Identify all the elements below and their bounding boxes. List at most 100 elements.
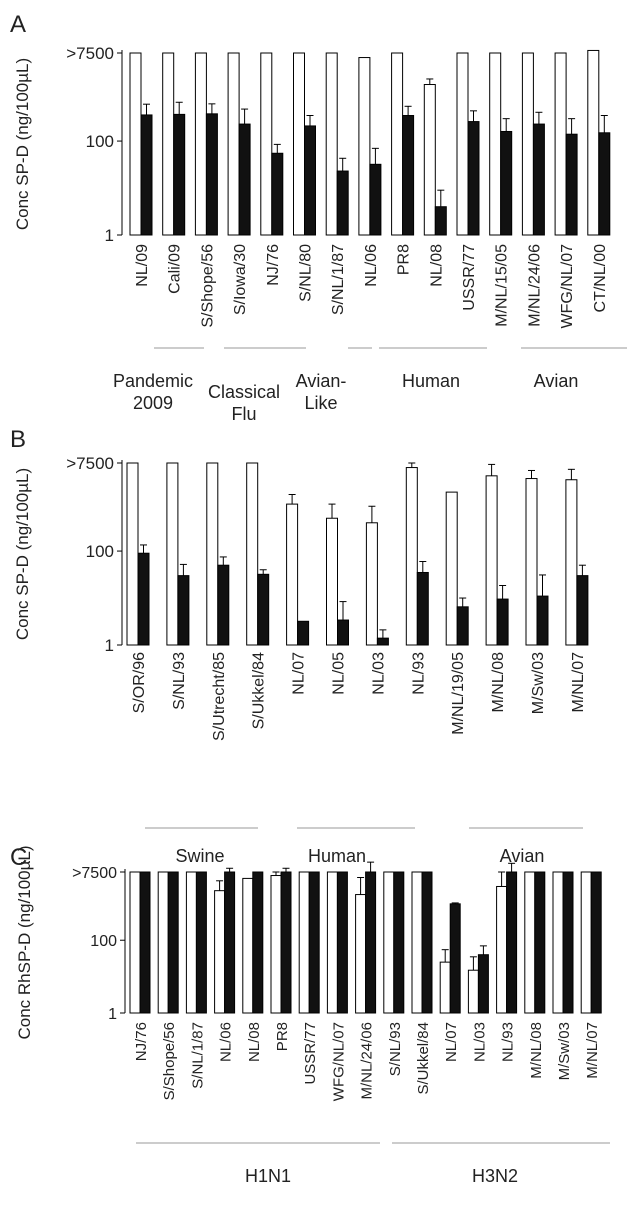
bar-filled [280, 871, 292, 1014]
bar-open [467, 969, 479, 1014]
bar-filled [336, 871, 348, 1014]
bar-open [456, 52, 469, 236]
panel-b: B Conc SP-D (ng/100µL) 1 100 >7500 S/OR/96 S/N… [10, 426, 589, 866]
bar-open [521, 52, 534, 236]
category-label: PR8 [274, 1022, 291, 1051]
bar-open [358, 57, 371, 236]
bar-filled [534, 871, 546, 1014]
bar-filled [177, 575, 190, 646]
category-label: S/Ukkel/84 [415, 1022, 432, 1095]
bar-open [246, 462, 259, 646]
bar-open [383, 871, 395, 1014]
bar-open [565, 479, 578, 646]
panel-letter: B [10, 426, 26, 453]
category-label: NL/08 [428, 244, 445, 287]
category-label: USSR/77 [461, 244, 478, 311]
bar-filled [456, 606, 469, 646]
group-label-line: Classical [208, 382, 280, 402]
bar-filled [195, 871, 207, 1014]
bar-filled [496, 598, 509, 646]
category-label: NL/93 [500, 1022, 517, 1062]
category-label: S/NL/80 [298, 244, 315, 302]
category-label: S/Iowa/30 [232, 244, 249, 315]
category-label: NJ/76 [265, 244, 282, 286]
bar-filled [297, 620, 310, 646]
category-label: USSR/77 [302, 1022, 319, 1085]
bar-filled [337, 619, 349, 646]
bar-open [525, 478, 538, 646]
bar-filled [576, 575, 589, 646]
group-label: H1N1 [245, 1166, 291, 1186]
bar-filled [369, 163, 382, 236]
bar-filled [167, 871, 179, 1014]
bar-open [554, 52, 567, 236]
category-label: M/NL/24/06 [526, 244, 543, 327]
bar-filled [139, 871, 151, 1014]
bar-open [206, 462, 219, 646]
bar-filled [500, 130, 513, 236]
category-label: NL/07 [443, 1022, 460, 1062]
bar-open [552, 871, 564, 1014]
group-label-line: 2009 [133, 393, 173, 413]
y-axis-label: Conc SP-D (ng/100µL) [13, 468, 32, 640]
bar-filled [304, 125, 316, 236]
bar-filled [205, 113, 218, 236]
bar-open [365, 522, 378, 646]
group-label: Avian-Like [296, 371, 347, 413]
group-label: H3N2 [472, 1166, 518, 1186]
category-label: CT/NL/00 [592, 244, 609, 313]
bar-filled [416, 571, 429, 646]
bar-open [166, 462, 179, 646]
y-tick-label: 1 [108, 1006, 117, 1023]
bar-open [242, 877, 254, 1014]
y-tick-label: 100 [86, 542, 114, 561]
category-label: NL/03 [471, 1022, 488, 1062]
category-label: S/NL/1/87 [330, 244, 347, 315]
bar-open [325, 52, 338, 236]
category-label: M/Sw/03 [556, 1022, 573, 1080]
category-label: NL/93 [410, 652, 427, 695]
bar-filled [421, 871, 433, 1014]
bar-filled [532, 123, 545, 236]
bar-open [580, 871, 592, 1014]
bar-filled [173, 113, 186, 236]
group-label-line: Flu [231, 404, 256, 424]
y-axis-label: Conc SP-D (ng/100µL) [13, 58, 32, 230]
bar-open [270, 875, 282, 1014]
group-label: Avian [534, 371, 579, 391]
group-label-line: Like [304, 393, 337, 413]
bar-filled [506, 871, 518, 1014]
bar-filled [271, 152, 284, 236]
group-label: Classical Flu [208, 382, 280, 424]
bar-filled [252, 871, 264, 1014]
category-label: S/Ukkel/84 [251, 652, 268, 729]
bar-filled [565, 133, 578, 236]
bar-filled [598, 132, 611, 236]
bar-filled [590, 871, 602, 1014]
bar-filled [449, 903, 461, 1014]
bar-open [489, 52, 502, 236]
y-tick-label: >7500 [72, 865, 117, 882]
bar-open [227, 52, 240, 236]
bar-filled [536, 595, 549, 646]
y-axis-label: Conc RhSP-D (ng/100µL) [15, 845, 34, 1039]
category-label: WFG/NL/07 [559, 244, 576, 329]
bar-open [587, 49, 600, 236]
group-label: Human [402, 371, 460, 391]
bar-open [423, 84, 436, 236]
bar-open [129, 871, 141, 1014]
bar-open [185, 871, 197, 1014]
bar-open [293, 52, 305, 236]
y-tick-label: 1 [105, 636, 114, 655]
category-label: M/NL/07 [584, 1022, 601, 1079]
category-label: S/Utrecht/85 [211, 652, 228, 741]
y-tick-label: 100 [90, 933, 117, 950]
bar-filled [336, 170, 349, 236]
bar-open [524, 871, 536, 1014]
bar-open [439, 961, 451, 1014]
bar-filled [434, 206, 447, 236]
bar-filled [238, 123, 251, 236]
category-label: NL/05 [331, 652, 348, 695]
category-label: M/NL/07 [570, 652, 587, 713]
